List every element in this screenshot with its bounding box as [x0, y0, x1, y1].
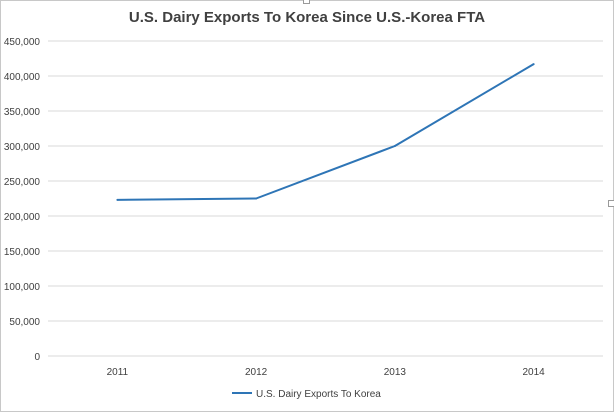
x-axis-ticks: 2011 2012 2013 2014 [107, 367, 546, 378]
x-tick-label: 2011 [107, 367, 129, 378]
resize-handle-right[interactable] [608, 200, 614, 207]
x-tick-label: 2014 [523, 367, 546, 378]
y-tick-label: 450,000 [4, 37, 41, 48]
x-tick-label: 2013 [384, 367, 407, 378]
y-tick-label: 400,000 [4, 72, 41, 83]
data-point[interactable] [393, 145, 396, 147]
y-tick-label: 200,000 [4, 212, 41, 223]
chart-title: U.S. Dairy Exports To Korea Since U.S.-K… [129, 9, 485, 26]
y-tick-label: 250,000 [4, 177, 41, 188]
data-point[interactable] [532, 63, 535, 66]
data-point[interactable] [255, 197, 258, 200]
y-tick-label: 300,000 [4, 142, 41, 153]
x-tick-label: 2012 [245, 367, 268, 378]
resize-handle-top[interactable] [303, 0, 310, 4]
series-lines [116, 63, 535, 201]
y-tick-label: 50,000 [9, 317, 40, 328]
y-tick-label: 150,000 [4, 247, 41, 258]
y-tick-label: 0 [34, 352, 40, 363]
y-axis-ticks: 0 50,000 100,000 150,000 200,000 250,000 300,0… [4, 37, 41, 363]
series-line[interactable] [117, 63, 535, 201]
legend[interactable]: U.S. Dairy Exports To Korea [232, 389, 381, 400]
gridlines [48, 40, 603, 357]
y-tick-label: 350,000 [4, 107, 41, 118]
legend-label: U.S. Dairy Exports To Korea [256, 389, 381, 400]
y-tick-label: 100,000 [4, 282, 41, 293]
data-point[interactable] [116, 198, 119, 201]
